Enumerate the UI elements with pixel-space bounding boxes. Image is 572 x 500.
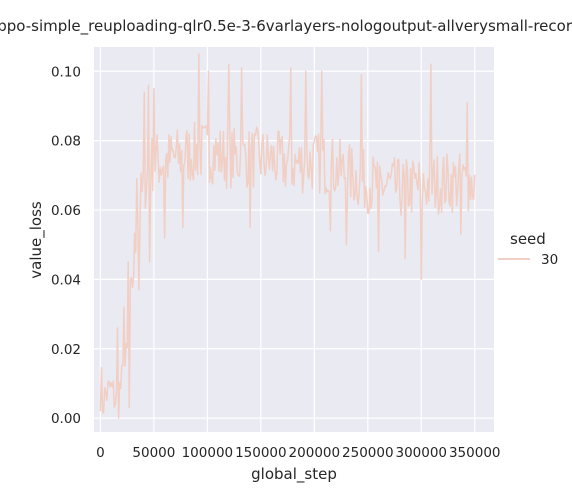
tick-labels: 0 50000 100000 150000 200000 250000 300000 3500…: [51, 64, 501, 461]
legend-title: seed: [510, 230, 546, 248]
x-tick-label: 150000: [235, 445, 287, 461]
y-tick-label: 0.06: [51, 203, 81, 219]
y-tick-label: 0.04: [51, 272, 81, 288]
y-tick-label: 0.02: [51, 342, 81, 358]
x-tick-label: 250000: [342, 445, 394, 461]
y-tick-label: 0.08: [51, 134, 81, 150]
x-axis-label: global_step: [251, 465, 337, 484]
x-tick-label: 300000: [395, 445, 447, 461]
chart-title: ppo-simple_reuploading-qlr0.5e-3-6varlay…: [0, 17, 572, 36]
legend: seed 30: [498, 230, 558, 268]
x-tick-label: 200000: [289, 445, 341, 461]
y-tick-label: 0.10: [51, 64, 81, 80]
series-line-seed-30: [99, 53, 476, 419]
x-tick-label: 100000: [182, 445, 234, 461]
x-tick-label: 0: [96, 445, 105, 461]
y-tick-label: 0.00: [51, 411, 81, 427]
y-axis-label: value_loss: [27, 201, 46, 279]
legend-label-seed-30: 30: [541, 252, 558, 268]
x-tick-label: 50000: [132, 445, 175, 461]
x-tick-label: 350000: [449, 445, 501, 461]
plot-background: [94, 47, 494, 432]
